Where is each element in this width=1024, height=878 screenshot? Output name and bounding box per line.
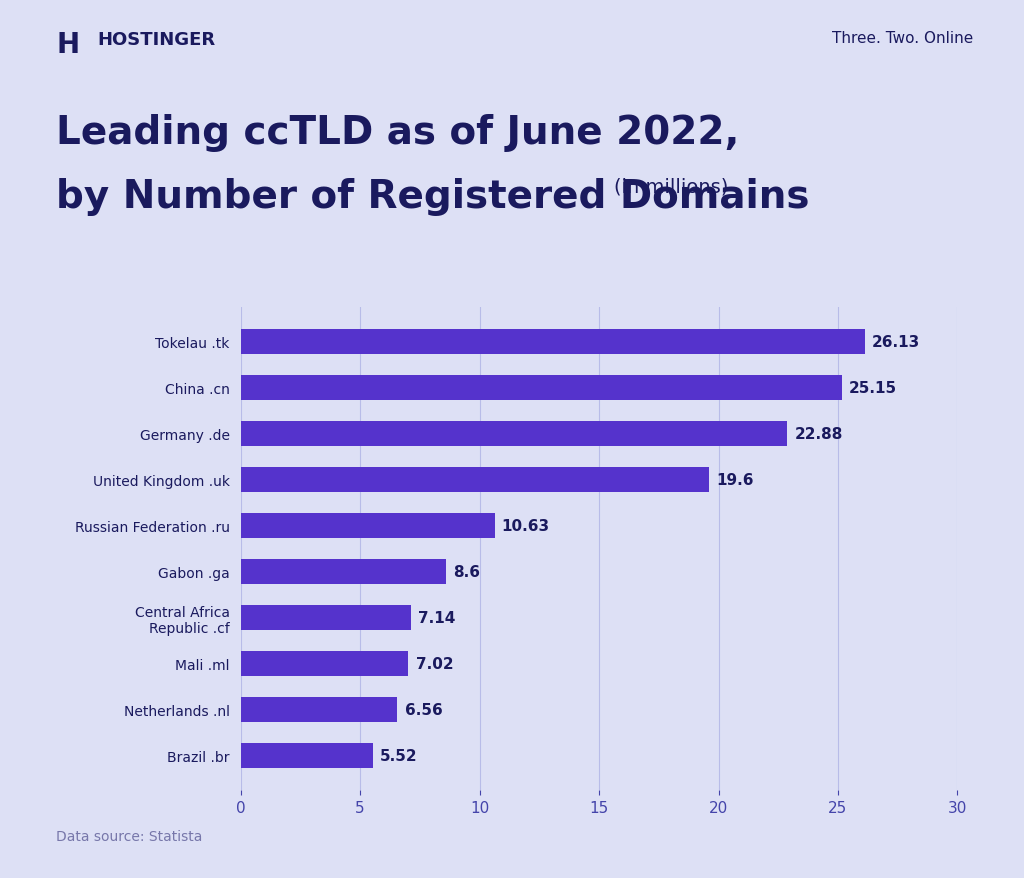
Text: by Number of Registered Domains: by Number of Registered Domains [56, 177, 810, 215]
Text: 26.13: 26.13 [872, 335, 921, 349]
Bar [241, 697, 397, 723]
Text: HOSTINGER: HOSTINGER [97, 31, 215, 48]
Bar [241, 559, 446, 585]
Text: 6.56: 6.56 [404, 702, 442, 717]
Text: 25.15: 25.15 [849, 380, 897, 395]
Bar [241, 375, 842, 400]
Text: Data source: Statista: Data source: Statista [56, 829, 203, 843]
Text: 7.02: 7.02 [416, 656, 454, 671]
Text: 5.52: 5.52 [380, 748, 418, 763]
Bar [241, 605, 412, 630]
Bar [241, 651, 409, 676]
Bar [241, 467, 709, 493]
Text: 10.63: 10.63 [502, 518, 550, 533]
Text: Three. Two. Online: Three. Two. Online [831, 31, 973, 46]
Bar [241, 513, 495, 538]
Text: H: H [56, 31, 80, 59]
Text: 22.88: 22.88 [795, 427, 843, 442]
Text: 19.6: 19.6 [716, 472, 754, 487]
Text: 7.14: 7.14 [419, 610, 456, 625]
Bar [241, 329, 865, 355]
Text: Leading ccTLD as of June 2022,: Leading ccTLD as of June 2022, [56, 114, 739, 152]
Bar [241, 743, 373, 768]
Text: 8.6: 8.6 [454, 565, 480, 579]
Bar [241, 421, 787, 447]
Text: (in millions): (in millions) [614, 177, 729, 197]
